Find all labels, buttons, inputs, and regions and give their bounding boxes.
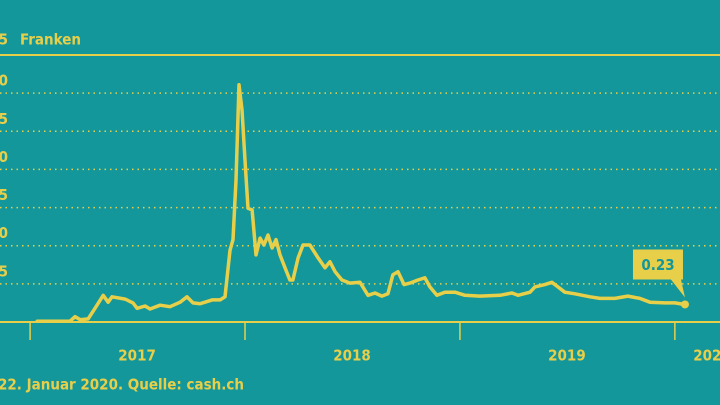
price-line [35, 83, 687, 323]
y-tick-label: 3.5 [0, 31, 8, 49]
y-tick-label: 2.5 [0, 110, 8, 128]
y-tick-label: 2.0 [0, 148, 8, 166]
y-tick-label: 1.5 [0, 186, 8, 204]
source: 22. Januar 2020. Quelle: cash.ch [0, 376, 244, 394]
y-unit: Franken [20, 31, 81, 49]
x-tick-label: 2019 [548, 347, 586, 365]
y-tick-label: 3.0 [0, 72, 8, 90]
y-tick-label: 0.5 [0, 262, 8, 280]
y-tick-label: 1.0 [0, 224, 8, 242]
end-dot [680, 300, 689, 309]
x-tick-label: 2020 [693, 347, 720, 365]
label-box [632, 249, 685, 298]
x-tick-label: 2018 [333, 347, 371, 365]
last-value-label: 0.23 [641, 256, 674, 274]
x-tick-label: 2017 [118, 347, 156, 365]
